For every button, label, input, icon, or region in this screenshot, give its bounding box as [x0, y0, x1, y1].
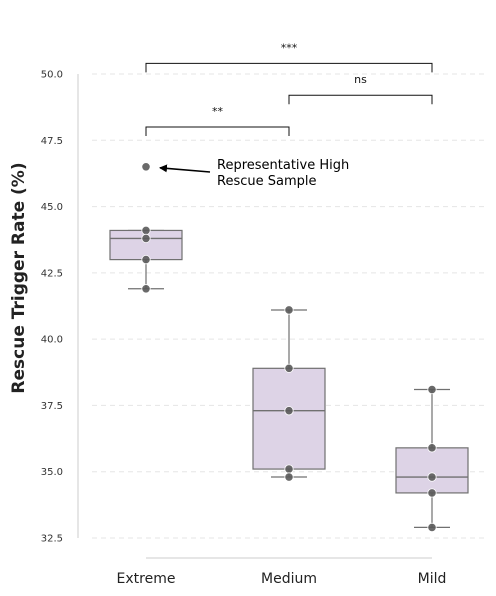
point-medium-0 [284, 305, 294, 315]
y-tick-label-5: 45.0 [41, 202, 63, 213]
y-tick-label-7: 50.0 [41, 70, 63, 81]
bracket-line-2 [145, 126, 290, 137]
boxes [109, 229, 469, 528]
x-category-label-extreme: Extreme [117, 571, 176, 587]
point-mild-2 [427, 472, 437, 482]
point-extreme-1 [141, 225, 151, 236]
y-tick-label-1: 35.0 [41, 467, 63, 478]
annotation-line-1: Representative High [217, 158, 349, 173]
y-tick-labels: 32.5 35.0 37.5 40.0 42.5 45.0 47.5 50.0 [41, 70, 63, 545]
bracket-line-0 [145, 62, 433, 73]
box-body-mild [395, 447, 469, 494]
annotation-text: Representative High Rescue Sample [217, 158, 353, 189]
significance-label-2: ** [212, 105, 224, 118]
significance-bracket-2: ** [145, 105, 290, 137]
data-points [141, 162, 437, 532]
y-tick-label-0: 32.5 [41, 534, 63, 545]
point-medium-3 [284, 464, 294, 474]
point-mild-0 [427, 384, 437, 395]
x-category-labels: Extreme Medium Mild [117, 571, 447, 587]
y-tick-label-6: 47.5 [41, 136, 63, 147]
point-mild-4 [427, 522, 437, 532]
y-axis-label: Rescue Trigger Rate (%) [9, 162, 29, 393]
x-category-label-mild: Mild [418, 571, 447, 587]
significance-label-0: *** [281, 41, 298, 54]
point-extreme-4 [141, 284, 151, 294]
bracket-line-1 [288, 94, 433, 105]
annotation-arrow [159, 164, 211, 173]
y-tick-label-4: 42.5 [41, 268, 63, 279]
point-medium-2 [284, 406, 294, 416]
point-mild-3 [427, 488, 437, 498]
significance-bracket-1: ns [288, 73, 433, 105]
point-extreme-3 [141, 255, 151, 265]
box-mild [395, 388, 469, 528]
annotation-line-2: Rescue Sample [217, 174, 316, 189]
box-body-medium [252, 367, 326, 470]
significance-label-1: ns [354, 73, 367, 86]
significance-brackets: *** ns ** [145, 41, 433, 137]
box-medium [252, 309, 326, 478]
point-medium-4 [284, 472, 294, 482]
point-mild-1 [427, 443, 437, 453]
y-tick-label-2: 37.5 [41, 401, 63, 412]
point-extreme-0 [141, 162, 151, 172]
point-extreme-2 [141, 233, 151, 243]
x-category-label-medium: Medium [261, 571, 317, 587]
significance-bracket-0: *** [145, 41, 433, 73]
y-tick-label-3: 40.0 [41, 335, 63, 346]
annotation: Representative High Rescue Sample [159, 158, 353, 189]
point-medium-1 [284, 363, 294, 373]
